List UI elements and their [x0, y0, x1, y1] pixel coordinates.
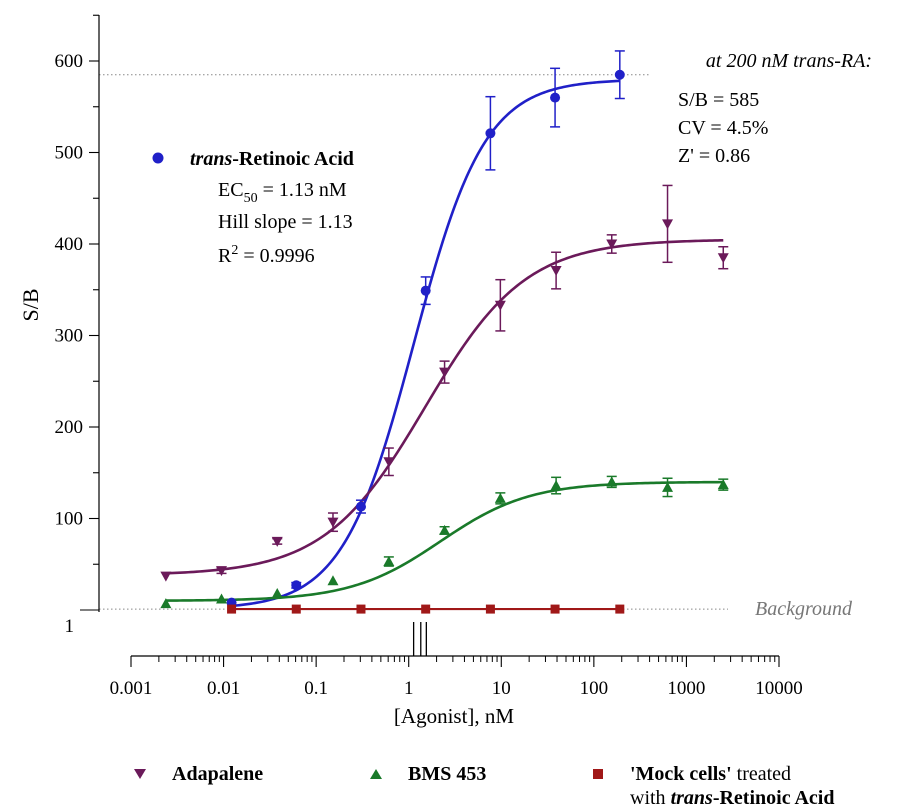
- data-point: [550, 480, 562, 491]
- y-tick-label: 300: [55, 326, 84, 347]
- data-point: [550, 266, 562, 277]
- axes: 100 200 300 400 500 600 1 0.001 0.01 0.1 1 10 100 100…: [55, 14, 803, 699]
- data-point: [485, 128, 496, 139]
- x-tick-label: 0.001: [110, 678, 153, 699]
- ra-legend-marker: [152, 152, 164, 164]
- data-point: [291, 580, 302, 591]
- data-point: [550, 92, 561, 103]
- x-tick-label: 10: [492, 678, 511, 699]
- background-label: Background: [755, 598, 853, 620]
- ra-ec50: EC50 = 1.13 nM: [218, 179, 347, 206]
- ra-legend-rest: -Retinoic Acid: [232, 148, 354, 170]
- data-point: [327, 517, 339, 528]
- data-point: [160, 571, 172, 582]
- data-point: [614, 69, 625, 80]
- legend-marker-adapalene: [134, 769, 146, 779]
- data-point: [485, 604, 495, 614]
- ra-r2-label: R: [218, 245, 232, 267]
- y-tick-label: 600: [55, 51, 84, 72]
- data-point: [356, 604, 366, 614]
- data-point: [662, 481, 674, 492]
- data-point: [355, 501, 366, 512]
- data-point: [327, 575, 339, 586]
- legend-item-mock: 'Mock cells' treated with trans-Retinoic…: [588, 762, 834, 810]
- ra-legend-title: trans-Retinoic Acid: [190, 148, 354, 170]
- legend-item-adapalene: Adapalene: [130, 762, 263, 786]
- ra-hill: Hill slope = 1.13: [218, 211, 353, 233]
- data-point: [291, 604, 301, 614]
- ra-r2-value: = 0.9996: [238, 245, 314, 267]
- y-tick-label: 400: [55, 234, 84, 255]
- stat-z: Z' = 0.86: [678, 145, 750, 167]
- data-point: [662, 219, 674, 230]
- x-tick-label: 0.1: [304, 678, 328, 699]
- x-tick-label: 0.01: [207, 678, 240, 699]
- dose-response-chart: 100 200 300 400 500 600 1 0.001 0.01 0.1 1 10 100 100…: [18, 14, 872, 728]
- x-tick-label: 1: [404, 678, 414, 699]
- data-point: [439, 367, 451, 378]
- data-point: [421, 604, 431, 614]
- y-tick-label: 100: [55, 509, 84, 530]
- data-point: [494, 300, 506, 311]
- data-point: [550, 604, 560, 614]
- stat-sb: S/B = 585: [678, 89, 759, 111]
- ra-ec50-sub: 50: [244, 191, 258, 206]
- ra-ec50-label: EC: [218, 179, 244, 201]
- fit-curve-2: [165, 480, 724, 602]
- legend-label-mock-bold: 'Mock cells': [630, 763, 732, 785]
- data-point: [420, 285, 431, 296]
- data-point: [717, 253, 729, 264]
- ra-ec50-value: = 1.13 nM: [258, 179, 347, 201]
- legend-label-bms453: BMS 453: [408, 763, 487, 785]
- data-point: [494, 492, 506, 503]
- ra-r2: R2 = 0.9996: [218, 243, 315, 267]
- data-point: [439, 524, 451, 535]
- data-point: [227, 604, 237, 614]
- y-axis-label: S/B: [18, 288, 43, 321]
- legend: Adapalene BMS 453 'Mock cells' treated w…: [0, 762, 898, 811]
- legend-marker-bms453: [370, 769, 382, 779]
- x-tick-label: 10000: [755, 678, 803, 699]
- legend-label-mock-bold2: -Retinoic Acid: [712, 787, 835, 809]
- legend-label-mock-italic: trans: [670, 787, 713, 809]
- legend-item-bms453: BMS 453: [366, 762, 486, 786]
- x-tick-label: 100: [580, 678, 609, 699]
- top-ref-label: at 200 nM trans-RA:: [706, 50, 872, 72]
- y-baseline-label: 1: [65, 616, 75, 637]
- legend-label-adapalene: Adapalene: [172, 763, 264, 785]
- ra-legend-italic: trans: [190, 148, 232, 170]
- ra-r2-sup: 2: [231, 243, 238, 258]
- fit-curve-1: [165, 239, 724, 575]
- data-point: [717, 479, 729, 490]
- data-point: [216, 593, 228, 604]
- data-point: [216, 566, 228, 577]
- y-tick-label: 200: [55, 417, 84, 438]
- data-point: [606, 239, 618, 250]
- x-tick-label: 1000: [667, 678, 705, 699]
- data-point: [271, 536, 283, 547]
- legend-label-mock-rest: treated: [731, 763, 792, 785]
- data-point: [383, 556, 395, 567]
- x-axis-label: [Agonist], nM: [394, 704, 514, 728]
- data-points: [160, 50, 729, 614]
- data-point: [271, 588, 283, 599]
- data-point: [606, 476, 618, 487]
- y-tick-label: 500: [55, 143, 84, 164]
- data-point: [160, 598, 172, 609]
- stat-cv: CV = 4.5%: [678, 117, 768, 139]
- data-point: [383, 457, 395, 468]
- data-point: [615, 604, 625, 614]
- legend-label-mock-line2: with: [630, 787, 671, 809]
- legend-marker-mock: [593, 769, 603, 779]
